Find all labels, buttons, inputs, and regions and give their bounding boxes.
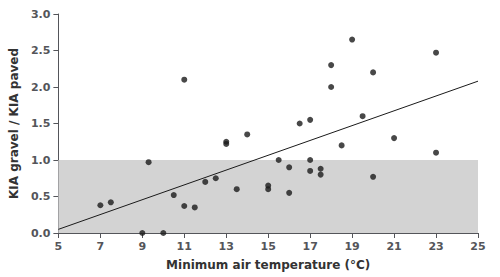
- svg-text:1.5: 1.5: [31, 117, 51, 130]
- svg-text:21: 21: [386, 240, 401, 253]
- svg-text:2.0: 2.0: [31, 81, 51, 94]
- svg-text:25: 25: [470, 240, 485, 253]
- svg-text:KIA gravel / KIA paved: KIA gravel / KIA paved: [7, 48, 21, 199]
- svg-text:9: 9: [138, 240, 146, 253]
- svg-text:3.0: 3.0: [31, 8, 51, 21]
- svg-text:19: 19: [344, 240, 359, 253]
- svg-text:23: 23: [428, 240, 443, 253]
- svg-text:0.5: 0.5: [31, 190, 51, 203]
- svg-text:1.0: 1.0: [31, 154, 51, 167]
- svg-text:11: 11: [177, 240, 192, 253]
- svg-text:13: 13: [219, 240, 234, 253]
- svg-text:Minimum air temperature (°C): Minimum air temperature (°C): [166, 258, 370, 272]
- svg-text:2.5: 2.5: [31, 44, 51, 57]
- svg-text:7: 7: [97, 240, 105, 253]
- svg-text:5: 5: [55, 240, 63, 253]
- svg-text:15: 15: [261, 240, 276, 253]
- svg-text:17: 17: [302, 240, 317, 253]
- svg-text:0.0: 0.0: [31, 227, 51, 240]
